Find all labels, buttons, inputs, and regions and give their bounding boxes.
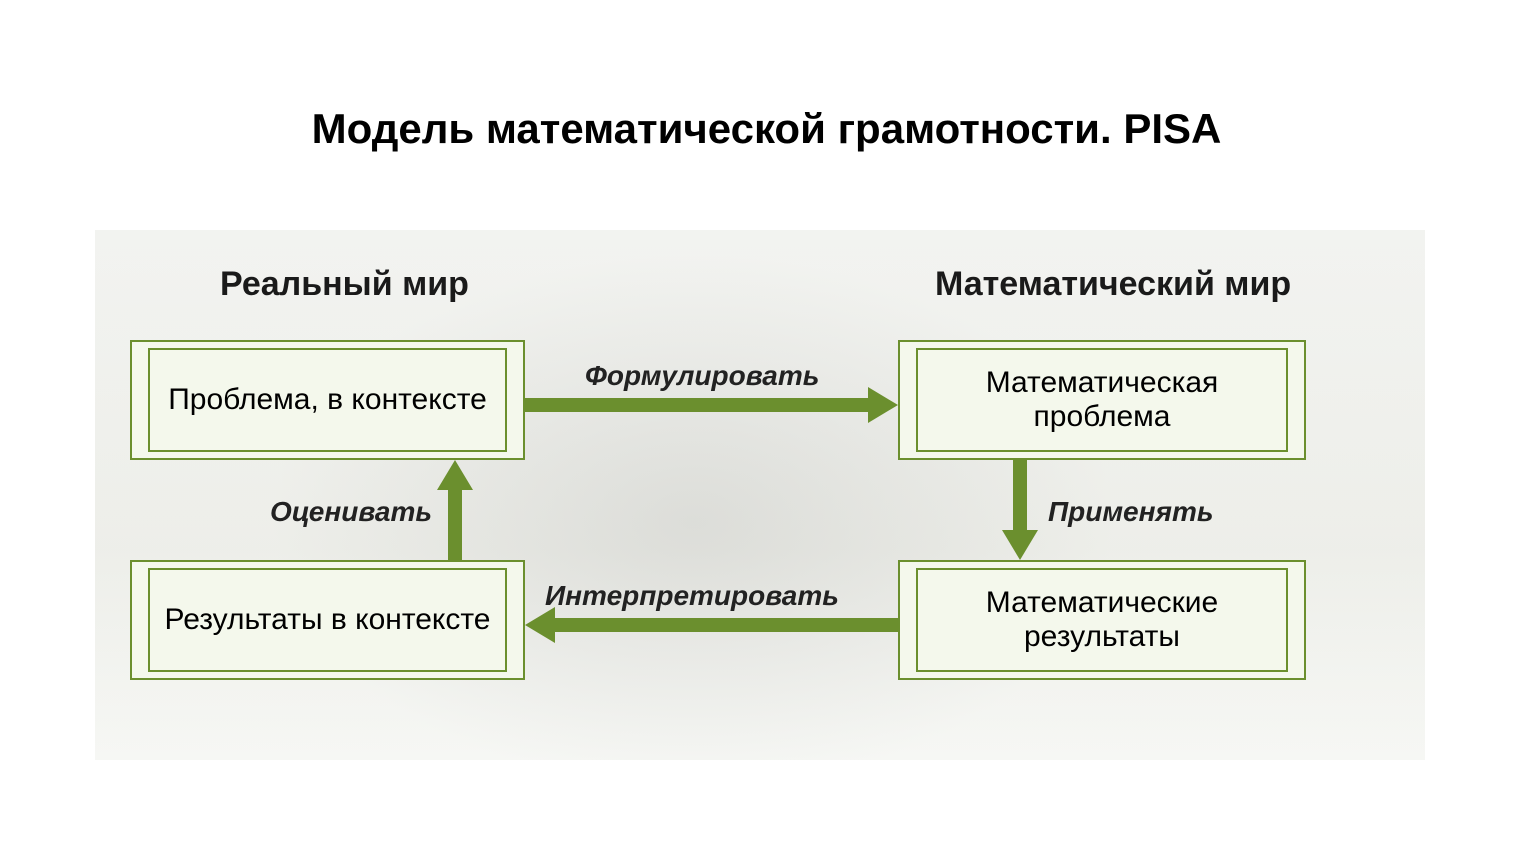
edge-label-formulate: Формулировать <box>585 360 819 392</box>
page: Модель математической грамотности. PISA … <box>0 0 1533 864</box>
edge-label-evaluate: Оценивать <box>270 496 432 528</box>
arrows-layer <box>0 0 1533 864</box>
edge-label-apply: Применять <box>1048 496 1214 528</box>
edge-label-interpret: Интерпретировать <box>545 580 839 612</box>
